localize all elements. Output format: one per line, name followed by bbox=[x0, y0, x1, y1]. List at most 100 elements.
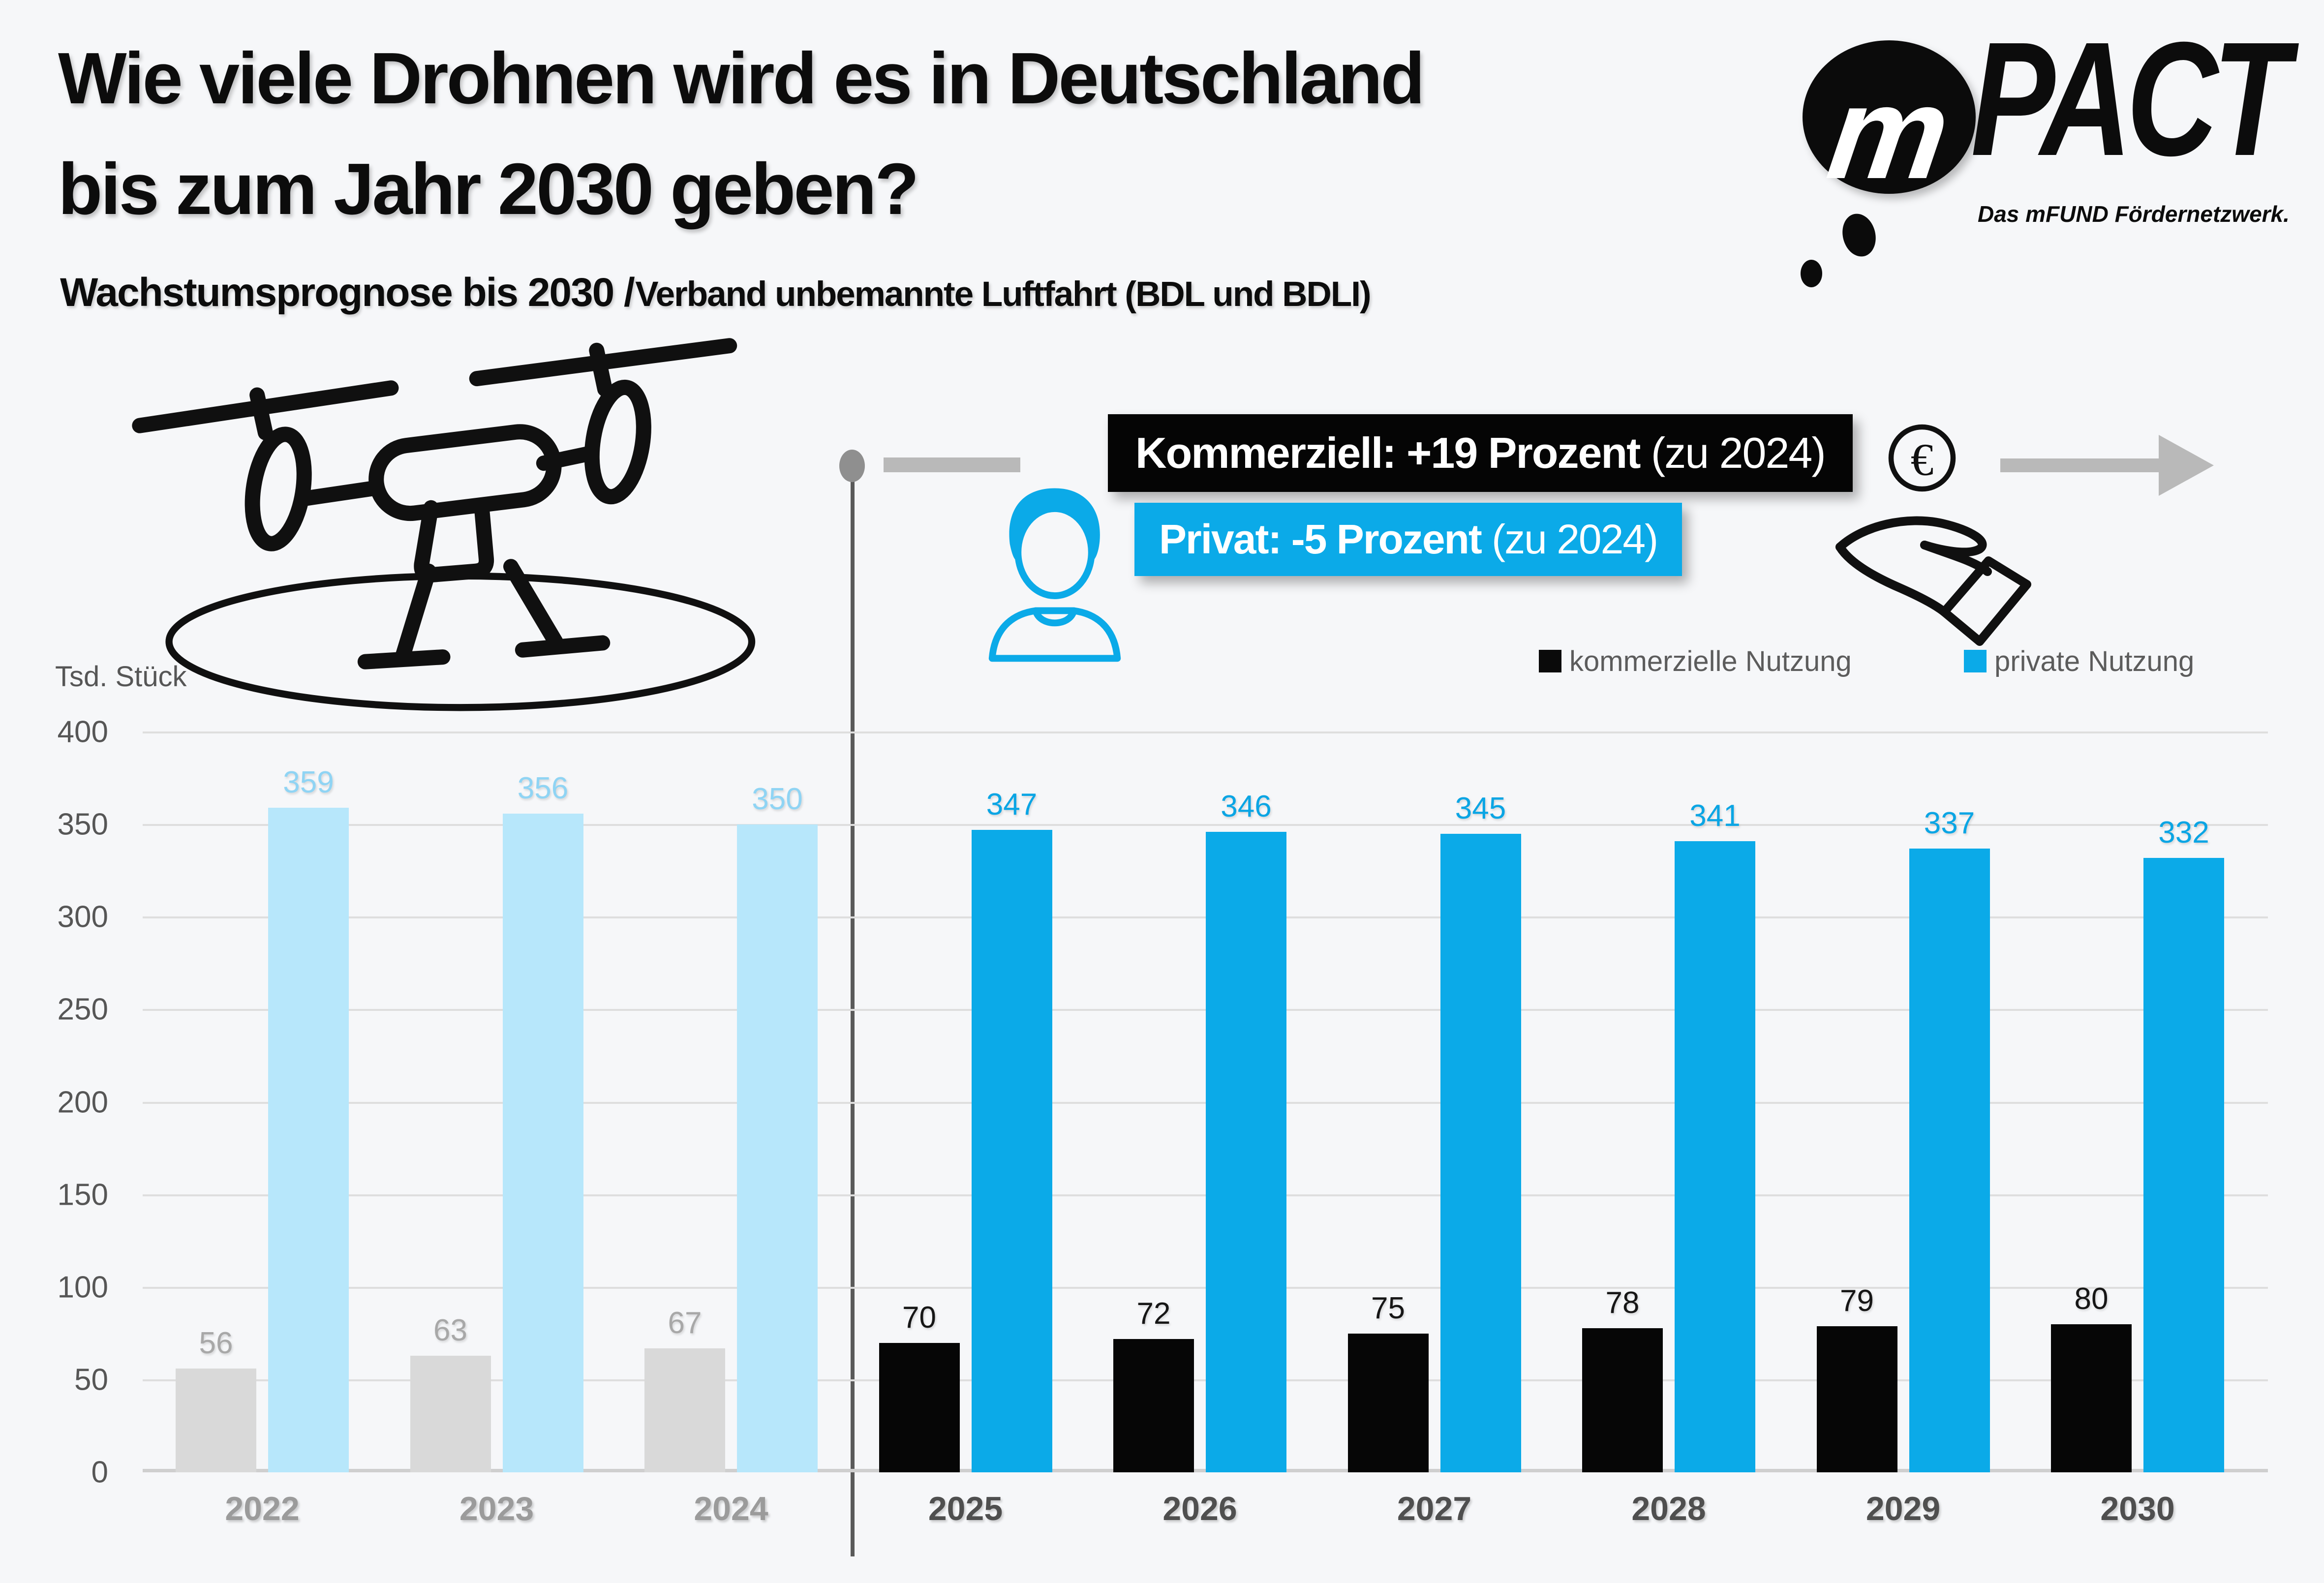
legend-swatch-commercial bbox=[1539, 650, 1561, 672]
right-arrow-shaft bbox=[2000, 458, 2161, 472]
bar-commercial-2023 bbox=[410, 1355, 491, 1472]
logo-bubble-letter: m bbox=[1820, 59, 1958, 207]
value-label-private-2024: 350 bbox=[752, 782, 803, 817]
bar-private-2030 bbox=[2143, 857, 2224, 1472]
bar-commercial-2026 bbox=[1113, 1339, 1194, 1472]
bar-commercial-2022 bbox=[176, 1369, 256, 1472]
x-label-2024: 2024 bbox=[694, 1490, 768, 1527]
x-label-2028: 2028 bbox=[1631, 1490, 1706, 1527]
y-tick-350: 350 bbox=[57, 807, 108, 842]
bar-private-2024 bbox=[737, 824, 818, 1472]
connector-bar bbox=[884, 457, 1020, 472]
private-growth-reference: (zu 2024) bbox=[1492, 516, 1658, 562]
x-label-2023: 2023 bbox=[459, 1490, 534, 1527]
gridline-300 bbox=[143, 916, 2268, 919]
value-label-commercial-2025: 70 bbox=[902, 1300, 936, 1335]
bar-commercial-2028 bbox=[1582, 1328, 1663, 1472]
bar-commercial-2025 bbox=[879, 1342, 960, 1472]
bar-private-2022 bbox=[268, 808, 349, 1472]
subtitle-source-left: Wachstumsprognose bis 2030 / bbox=[60, 270, 635, 315]
mpact-logo: m PACT Das mFUND Fördernetzwerk. bbox=[1780, 18, 2316, 293]
value-label-commercial-2024: 67 bbox=[668, 1306, 702, 1340]
value-label-private-2022: 359 bbox=[283, 765, 334, 800]
svg-text:€: € bbox=[1911, 435, 1934, 486]
value-label-private-2025: 347 bbox=[986, 788, 1038, 822]
gridline-100 bbox=[143, 1286, 2268, 1289]
y-tick-250: 250 bbox=[57, 992, 108, 1027]
x-label-2027: 2027 bbox=[1397, 1490, 1472, 1527]
y-tick-100: 100 bbox=[57, 1270, 108, 1305]
drone-icon bbox=[132, 338, 756, 711]
legend-item-commercial: kommerzielle Nutzung bbox=[1539, 645, 1852, 677]
x-axis: 2022 2023 2024 2025 2026 2027 2028 2029 2030 bbox=[143, 1490, 2268, 1558]
x-label-2030: 2030 bbox=[2100, 1490, 2175, 1527]
y-tick-300: 300 bbox=[57, 900, 108, 934]
bar-commercial-2030 bbox=[2051, 1324, 2132, 1472]
commercial-growth-badge: Kommerziell: +19 Prozent (zu 2024) bbox=[1108, 414, 1853, 492]
y-axis: 0 50 100 150 200 250 300 350 400 bbox=[30, 715, 128, 1490]
gridline-400 bbox=[143, 731, 2268, 733]
forecast-divider-dot-icon bbox=[839, 450, 865, 482]
page-title-line2: bis zum Jahr 2030 geben? bbox=[58, 148, 919, 230]
gridline-200 bbox=[143, 1101, 2268, 1104]
value-label-commercial-2026: 72 bbox=[1136, 1297, 1171, 1331]
bar-commercial-2024 bbox=[644, 1348, 725, 1472]
euro-coin-icon: € bbox=[1888, 424, 1956, 492]
person-hair bbox=[1009, 488, 1100, 561]
bar-private-2026 bbox=[1206, 832, 1286, 1472]
value-label-commercial-2029: 79 bbox=[1840, 1283, 1874, 1318]
logo-wordmark: PACT bbox=[1971, 8, 2290, 189]
value-label-private-2028: 341 bbox=[1689, 799, 1741, 833]
value-label-private-2026: 346 bbox=[1221, 790, 1272, 824]
value-label-commercial-2027: 75 bbox=[1371, 1291, 1405, 1325]
value-label-private-2030: 332 bbox=[2158, 815, 2209, 850]
person-icon bbox=[988, 488, 1121, 662]
legend-swatch-private bbox=[1964, 650, 1987, 672]
x-label-2029: 2029 bbox=[1865, 1490, 1941, 1527]
bar-private-2027 bbox=[1440, 833, 1521, 1472]
y-tick-400: 400 bbox=[57, 715, 108, 749]
page-title-line1: Wie viele Drohnen wird es in Deutschland bbox=[58, 38, 1425, 119]
gridline-0 bbox=[143, 1469, 2268, 1472]
subtitle-source-right: Verband unbemannte Luftfahrt (BDL und BD… bbox=[635, 275, 1371, 314]
bar-chart-plot: 56 359 63 356 67 350 70 347 72 346 75 345 78 341 79 337… bbox=[143, 731, 2268, 1472]
commercial-growth-text: Kommerziell: +19 Prozent bbox=[1135, 428, 1651, 477]
y-axis-unit-label: Tsd. Stück bbox=[55, 661, 187, 693]
gridline-50 bbox=[143, 1379, 2268, 1381]
value-label-commercial-2022: 56 bbox=[199, 1326, 233, 1361]
page-subtitle: Wachstumsprognose bis 2030 / Verband unb… bbox=[60, 270, 1372, 316]
value-label-private-2029: 337 bbox=[1924, 806, 1975, 841]
legend-label-commercial: kommerzielle Nutzung bbox=[1569, 645, 1852, 677]
gridline-250 bbox=[143, 1009, 2268, 1011]
bar-private-2023 bbox=[502, 813, 583, 1472]
hand-icon bbox=[1835, 516, 2031, 646]
y-tick-0: 0 bbox=[91, 1455, 108, 1490]
y-tick-200: 200 bbox=[57, 1085, 108, 1119]
x-label-2026: 2026 bbox=[1162, 1490, 1237, 1527]
bar-private-2029 bbox=[1909, 849, 1990, 1472]
y-tick-150: 150 bbox=[57, 1178, 108, 1212]
logo-tagline: Das mFUND Fördernetzwerk. bbox=[1978, 201, 2290, 227]
logo-bubble-tail-dot-icon bbox=[1838, 210, 1880, 260]
page-title: Wie viele Drohnen wird es in Deutschland… bbox=[58, 24, 1425, 245]
value-label-commercial-2028: 78 bbox=[1605, 1285, 1640, 1320]
private-growth-text: Privat: -5 Prozent bbox=[1159, 516, 1492, 562]
commercial-growth-reference: (zu 2024) bbox=[1651, 428, 1826, 477]
bar-private-2025 bbox=[971, 830, 1052, 1472]
private-growth-badge: Privat: -5 Prozent (zu 2024) bbox=[1134, 503, 1682, 576]
y-tick-50: 50 bbox=[74, 1363, 108, 1397]
right-arrow-icon bbox=[2159, 435, 2214, 496]
value-label-private-2027: 345 bbox=[1455, 791, 1506, 825]
value-label-commercial-2023: 63 bbox=[433, 1313, 467, 1347]
value-label-commercial-2030: 80 bbox=[2074, 1282, 2109, 1316]
bar-private-2028 bbox=[1675, 841, 1755, 1472]
legend-label-private: private Nutzung bbox=[1994, 645, 2195, 677]
x-label-2022: 2022 bbox=[225, 1490, 300, 1527]
gridline-350 bbox=[143, 824, 2268, 826]
legend-item-private: private Nutzung bbox=[1964, 645, 2195, 677]
x-label-2025: 2025 bbox=[928, 1490, 1003, 1527]
logo-bubble-tail-dot-icon bbox=[1801, 260, 1822, 287]
value-label-private-2023: 356 bbox=[517, 771, 569, 805]
bar-commercial-2029 bbox=[1816, 1326, 1897, 1472]
